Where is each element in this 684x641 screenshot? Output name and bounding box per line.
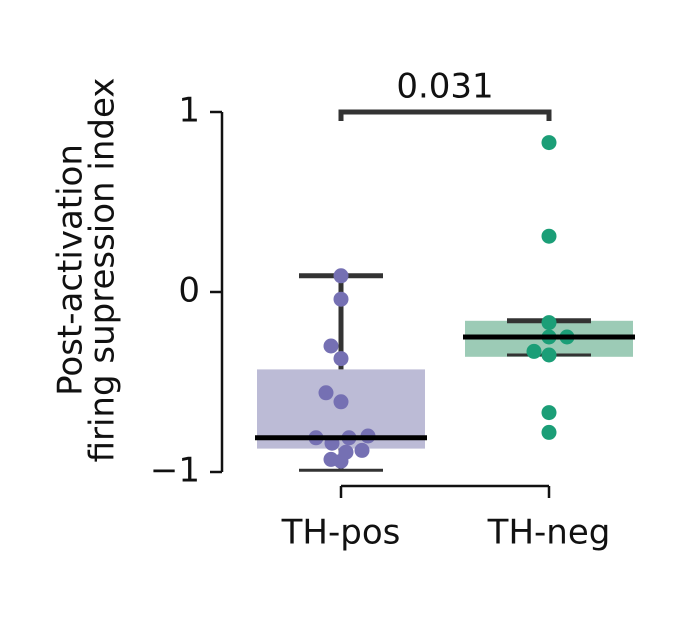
y-axis-label: Post-activation <box>51 144 91 396</box>
data-point <box>333 291 349 307</box>
data-point <box>323 338 339 354</box>
data-point <box>541 228 557 244</box>
data-point <box>333 351 349 367</box>
data-point <box>541 135 557 151</box>
data-point <box>333 268 349 284</box>
x-tick-label: TH-neg <box>487 513 611 553</box>
data-point <box>333 453 349 469</box>
significance-label: 0.031 <box>396 67 493 107</box>
y-axis-label: firing supression index <box>83 78 123 463</box>
y-tick-label: −1 <box>150 451 200 491</box>
data-point <box>526 343 542 359</box>
data-point <box>541 347 557 363</box>
y-tick-label: 0 <box>178 271 200 311</box>
data-point <box>541 315 557 331</box>
data-point <box>333 394 349 410</box>
x-tick-label: TH-pos <box>281 513 401 553</box>
data-point <box>318 385 334 401</box>
data-point <box>541 424 557 440</box>
significance-bracket <box>338 109 552 121</box>
data-point <box>541 405 557 421</box>
data-point <box>354 442 370 458</box>
y-tick-label: 1 <box>178 91 200 131</box>
